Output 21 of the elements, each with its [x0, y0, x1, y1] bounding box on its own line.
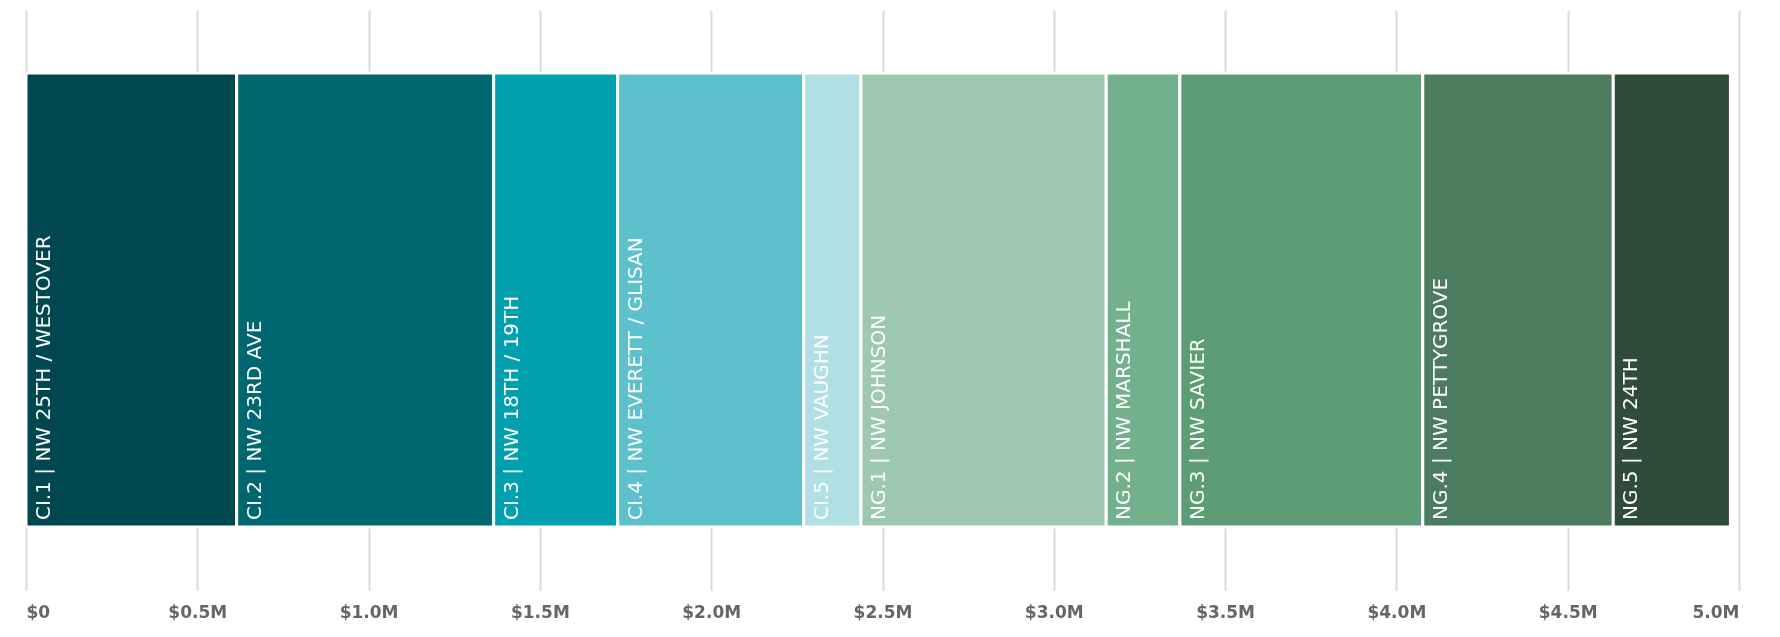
- series-label: NG.4 | NW PETTYGROVE: [1427, 277, 1452, 520]
- x-tick-label: $0.5M: [168, 601, 228, 622]
- series-label: CI.3 | NW 18TH / 19TH: [498, 295, 523, 520]
- series-label: NG.2 | NW MARSHALL: [1111, 300, 1136, 520]
- series-label: NG.1 | NW JOHNSON: [865, 314, 890, 520]
- x-tick-label: $3.0M: [1024, 601, 1084, 622]
- series-label: NG.5 | NW 24TH: [1618, 357, 1643, 520]
- x-tick-label: $1.0M: [339, 601, 399, 622]
- x-tick-label: $1.5M: [510, 601, 570, 622]
- series-label: CI.1 | NW 25TH / WESTOVER: [31, 235, 55, 520]
- series-label: CI.2 | NW 23RD AVE: [241, 320, 266, 520]
- x-tick-label: 5.0M: [1692, 601, 1740, 622]
- series-label: NG.3 | NW SAVIER: [1184, 338, 1209, 520]
- series-label: CI.5 | NW VAUGHN: [808, 334, 833, 520]
- series-label: CI.4 | NW EVERETT / GLISAN: [622, 237, 647, 520]
- x-tick-label: $3.5M: [1196, 601, 1256, 622]
- x-tick-label: $0: [26, 601, 51, 622]
- x-tick-label: $4.0M: [1367, 601, 1427, 622]
- x-tick-label: $2.5M: [853, 601, 913, 622]
- x-tick-label: $4.5M: [1538, 601, 1598, 622]
- x-tick-label: $2.0M: [682, 601, 742, 622]
